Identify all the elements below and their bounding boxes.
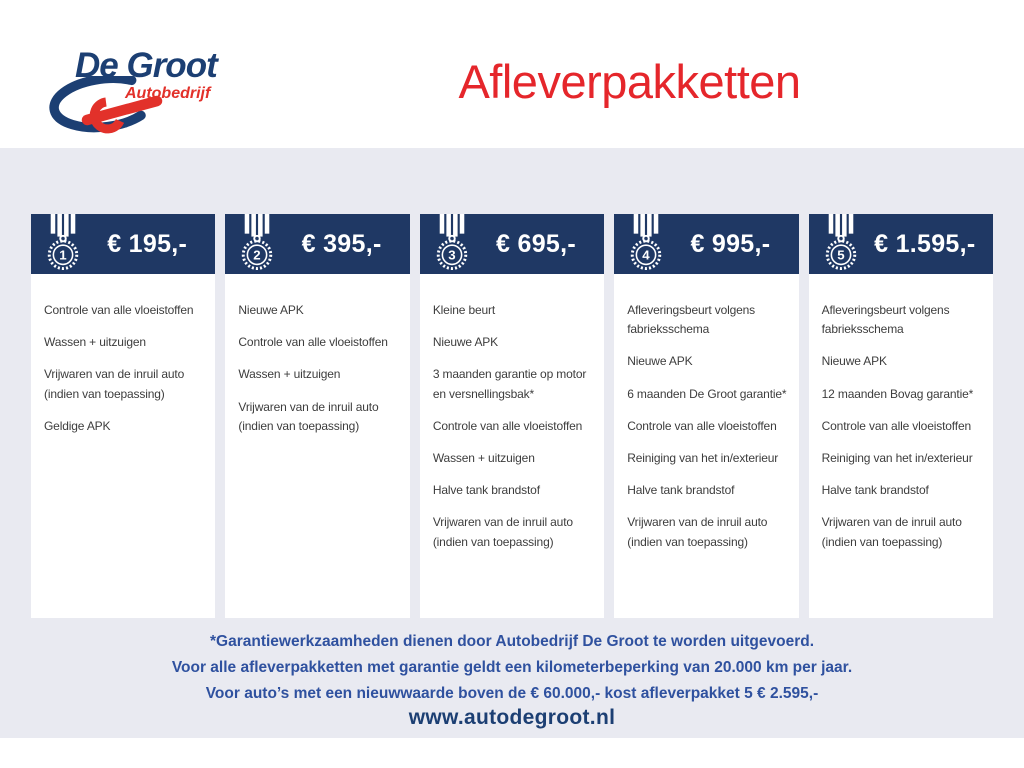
package-item: Geldige APK: [44, 418, 111, 433]
package-item: Vrijwaren van de inruil auto (indien van…: [627, 515, 768, 549]
package-price: € 1.595,-: [874, 229, 976, 258]
package-items: Afleveringsbeurt volgens fabrieksschema N…: [809, 274, 993, 565]
logo-subtitle: Autobedrijf: [125, 85, 211, 102]
package-item: Vrijwaren van de inruil auto (indien van…: [238, 399, 379, 433]
medal-number: 3: [448, 247, 455, 262]
page-title: Afleverpakketten: [458, 55, 801, 108]
package-item: Wassen + uitzuigen: [238, 367, 341, 382]
medal-icon: 1: [41, 214, 85, 271]
package-header: 3 € 695,-: [419, 214, 605, 274]
package-card: 4 € 995,- Afleveringsbeurt volgens fabri…: [614, 214, 799, 618]
medal-icon: 4: [624, 214, 668, 271]
package-item: Vrijwaren van de inruil auto (indien van…: [821, 515, 962, 549]
package-item: Halve tank brandstof: [821, 483, 929, 498]
package-card: 2 € 395,- Nieuwe APK Controle van alle vl…: [225, 214, 410, 618]
package-item: Kleine beurt: [432, 303, 496, 317]
package-header: 4 € 995,-: [614, 214, 799, 274]
package-item: Vrijwaren van de inruil auto (indien van…: [432, 515, 573, 549]
package-items: Nieuwe APK Controle van alle vloeistoffen…: [225, 274, 409, 449]
package-price: € 695,-: [496, 229, 576, 258]
package-item: Vrijwaren van de inruil auto (indien van…: [44, 367, 185, 401]
medal-number: 2: [254, 247, 261, 262]
package-item: Controle van alle vloeistoffen: [627, 418, 777, 433]
package-item: 12 maanden Bovag garantie*: [821, 386, 974, 401]
package-item: Halve tank brandstof: [432, 483, 540, 498]
package-items: Controle van alle vloeistoffen Wassen + u…: [31, 274, 215, 449]
package-item: Controle van alle vloeistoffen: [821, 418, 972, 433]
package-items: Kleine beurt Nieuwe APK 3 maanden garantie…: [420, 274, 604, 565]
package-item: 3 maanden garantie op motor en versnelli…: [432, 367, 587, 401]
package-price: € 195,-: [107, 229, 188, 258]
package-item: Afleveringsbeurt volgens fabrieksschema: [627, 303, 756, 337]
degroot-logo: De Groot Autobedrijf: [35, 46, 250, 142]
package-item: Controle van alle vloeistoffen: [238, 335, 388, 350]
website-url: www.autodegroot.nl: [408, 706, 616, 729]
package-card: 3 € 695,- Kleine beurt Nieuwe APK 3 maande…: [419, 214, 605, 618]
package-item: Nieuwe APK: [821, 354, 887, 369]
medal-icon: 2: [235, 214, 279, 271]
package-item: Reiniging van het in/exterieur: [627, 450, 779, 465]
package-item: Halve tank brandstof: [627, 483, 735, 498]
package-header: 1 € 195,-: [31, 214, 216, 274]
package-item: Reiniging van het in/exterieur: [821, 450, 973, 465]
packages-row: 1 € 195,- Controle van alle vloeistoffen…: [31, 214, 994, 618]
medal-icon: 3: [430, 214, 474, 271]
package-item: Afleveringsbeurt volgens fabrieksschema: [821, 303, 950, 337]
package-item: Wassen + uitzuigen: [44, 335, 146, 350]
footnote-line: Voor alle afleverpakketten met garantie …: [171, 659, 853, 676]
medal-number: 5: [837, 247, 844, 262]
package-item: Controle van alle vloeistoffen: [432, 418, 583, 433]
medal-number: 1: [59, 247, 66, 262]
package-price: € 395,-: [301, 229, 382, 258]
medal-number: 4: [643, 247, 651, 262]
package-header: 5 € 1.595,-: [808, 214, 994, 274]
package-items: Afleveringsbeurt volgens fabrieksschema N…: [614, 274, 798, 565]
package-price: € 995,-: [690, 229, 771, 258]
footnote-line: Voor auto’s met een nieuwwaarde boven de…: [205, 685, 819, 702]
package-item: 6 maanden De Groot garantie*: [627, 386, 787, 401]
package-item: Wassen + uitzuigen: [432, 450, 535, 465]
package-card: 1 € 195,- Controle van alle vloeistoffen…: [31, 214, 216, 618]
package-item: Nieuwe APK: [627, 354, 693, 369]
footnote-line: *Garantiewerkzaamheden dienen door Autob…: [209, 633, 814, 650]
logo-name: De Groot: [75, 46, 218, 85]
package-header: 2 € 395,-: [225, 214, 410, 274]
package-item: Nieuwe APK: [238, 303, 304, 317]
footnotes: *Garantiewerkzaamheden dienen door Autob…: [0, 629, 1024, 707]
medal-icon: 5: [819, 214, 863, 271]
package-item: Nieuwe APK: [432, 335, 499, 350]
header-band: De Groot Autobedrijf Afleverpakketten: [0, 0, 1024, 148]
package-card: 5 € 1.595,- Afleveringsbeurt volgens fab…: [808, 214, 994, 618]
footer-band: [0, 738, 1024, 768]
logo-swoosh-icon: [49, 76, 163, 134]
package-item: Controle van alle vloeistoffen: [44, 303, 194, 317]
